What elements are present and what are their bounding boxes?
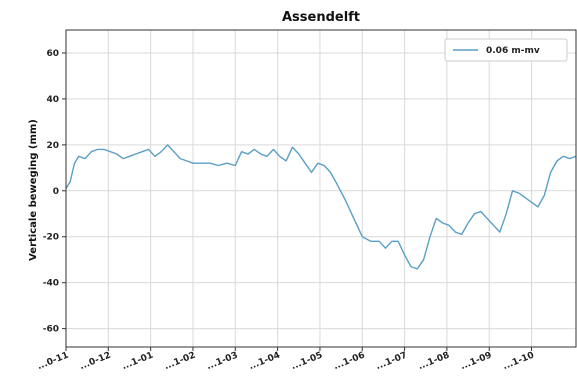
x-tick-label: ...0-12 (78, 351, 112, 373)
x-tick-label: ...1-03 (205, 351, 239, 373)
y-gridlines (66, 52, 576, 330)
x-tick-label: ...1-09 (459, 351, 493, 373)
y-tick-label: -40 (43, 279, 59, 289)
x-gridlines (65, 30, 533, 347)
legend: 0.06 m-mv (444, 38, 568, 62)
x-tick-label: ...1-02 (163, 351, 197, 373)
series-line (65, 144, 577, 270)
y-tick-label: 60 (46, 49, 59, 59)
x-tick-label: ...0-11 (36, 351, 70, 373)
y-tick-label: 40 (46, 95, 59, 105)
y-tick-label: -20 (43, 233, 59, 243)
chart-title: Assendelft (282, 10, 360, 25)
series-layer (65, 144, 577, 270)
plot-frame (65, 29, 577, 348)
y-tick-label: -60 (43, 325, 59, 335)
x-tick-label: ...1-08 (417, 351, 451, 373)
x-tick-label: ...1-10 (502, 351, 536, 373)
x-tick-label: ...1-05 (290, 351, 324, 373)
x-tick-label: ...1-06 (332, 351, 366, 373)
x-tick-label: ...1-04 (248, 351, 282, 373)
legend-label: 0.06 m-mv (486, 46, 540, 56)
legend-box (444, 38, 568, 62)
y-axis-ticks: -60 -40 -20 0 20 40 60 (43, 49, 66, 335)
y-tick-label: 0 (53, 187, 59, 197)
y-tick-label: 20 (46, 141, 59, 151)
x-tick-label: ...1-07 (375, 351, 409, 373)
y-axis-label: Verticale beweging (mm) (28, 119, 39, 261)
x-axis-ticks: ...0-11 ...0-12 ...1-01 ...1-02 ...1-03 ...1-… (36, 347, 536, 372)
x-tick-label: ...1-01 (121, 351, 155, 373)
